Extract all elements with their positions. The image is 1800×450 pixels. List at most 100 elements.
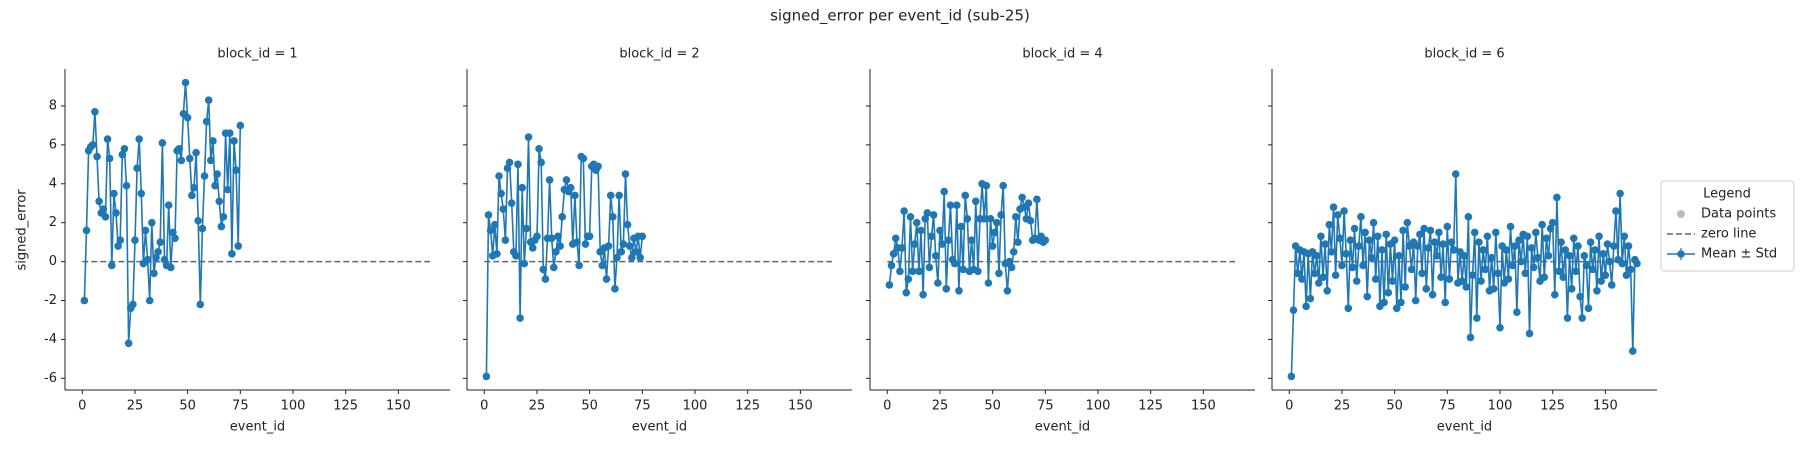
data-marker <box>940 187 948 196</box>
data-marker <box>171 234 179 243</box>
data-marker <box>1359 261 1367 270</box>
data-marker <box>1569 234 1578 243</box>
data-marker <box>160 255 169 264</box>
data-marker <box>1390 236 1399 244</box>
data-marker <box>1342 250 1350 258</box>
data-marker <box>967 236 976 244</box>
data-marker <box>1395 251 1403 260</box>
x-tick-label: 0 <box>1285 399 1293 414</box>
data-marker <box>1584 304 1593 313</box>
data-marker <box>192 148 200 157</box>
data-marker <box>497 189 505 198</box>
data-marker <box>971 197 980 206</box>
data-marker <box>512 251 520 260</box>
data-marker <box>944 236 953 244</box>
x-tick-label: 75 <box>1439 399 1456 414</box>
data-marker <box>615 191 623 200</box>
data-marker <box>89 141 97 149</box>
data-marker <box>566 183 575 192</box>
data-marker <box>1544 251 1553 260</box>
facet-title: block_id = 6 <box>1424 47 1504 62</box>
data-marker <box>1464 213 1473 221</box>
data-marker <box>1565 251 1574 260</box>
data-marker <box>613 253 621 262</box>
data-marker <box>974 267 982 276</box>
legend-swatch <box>1677 210 1685 218</box>
data-marker <box>537 158 545 167</box>
x-tick-label: 100 <box>1086 399 1111 414</box>
legend-label: Mean ± Std <box>1701 247 1777 262</box>
data-marker <box>135 135 143 143</box>
data-marker <box>1546 224 1555 233</box>
data-marker <box>1481 265 1490 274</box>
legend-label: zero line <box>1701 227 1756 242</box>
data-marker <box>1329 203 1338 211</box>
data-marker <box>942 285 951 293</box>
data-marker <box>120 144 129 153</box>
x-tick-label: 25 <box>529 399 546 414</box>
data-marker <box>1441 298 1450 307</box>
data-marker <box>190 183 198 192</box>
data-marker <box>200 172 209 180</box>
data-marker <box>581 240 590 248</box>
data-marker <box>1597 277 1605 285</box>
data-marker <box>1451 170 1460 178</box>
data-marker <box>1540 273 1549 281</box>
data-marker <box>885 281 894 289</box>
data-marker <box>1338 261 1346 270</box>
data-marker <box>1435 228 1443 237</box>
y-tick-label: 6 <box>49 137 57 152</box>
data-marker <box>103 135 112 143</box>
data-marker <box>1532 228 1540 237</box>
data-marker <box>619 240 628 248</box>
data-marker <box>1367 253 1376 262</box>
data-marker <box>912 218 921 227</box>
data-marker <box>501 236 510 244</box>
data-marker <box>1508 261 1517 270</box>
data-marker <box>632 248 640 256</box>
x-tick-label: 0 <box>883 399 891 414</box>
data-marker <box>95 197 103 206</box>
data-marker <box>1014 238 1022 246</box>
data-marker <box>1599 250 1608 258</box>
data-marker <box>1610 242 1618 250</box>
data-marker <box>143 255 152 264</box>
data-marker <box>1487 253 1496 262</box>
data-line <box>83 82 242 344</box>
data-marker <box>505 158 514 167</box>
data-marker <box>528 244 537 252</box>
data-marker <box>1447 238 1456 246</box>
data-marker <box>554 232 562 241</box>
data-marker <box>520 259 529 268</box>
data-marker <box>211 181 219 190</box>
data-marker <box>486 226 495 235</box>
data-marker <box>638 232 647 241</box>
data-marker <box>575 261 583 270</box>
data-marker <box>158 139 167 147</box>
data-marker <box>1460 251 1468 260</box>
data-marker <box>535 144 543 153</box>
data-marker <box>1357 213 1365 221</box>
data-marker <box>917 226 925 235</box>
data-marker <box>963 215 972 223</box>
data-marker <box>627 253 636 262</box>
data-marker <box>1317 232 1325 241</box>
x-tick-label: 50 <box>581 399 598 414</box>
data-marker <box>1462 283 1471 291</box>
data-marker <box>1622 271 1631 280</box>
data-marker <box>1331 271 1340 280</box>
x-tick-label: 150 <box>386 399 411 414</box>
data-marker <box>904 275 913 283</box>
data-marker <box>150 269 158 278</box>
y-tick-label: 0 <box>49 254 57 269</box>
data-marker <box>80 296 89 305</box>
data-marker <box>606 191 615 200</box>
data-marker <box>908 267 917 276</box>
data-marker <box>141 226 150 235</box>
data-marker <box>1306 294 1315 303</box>
data-marker <box>1333 211 1342 219</box>
data-marker <box>957 222 965 231</box>
data-marker <box>156 238 165 246</box>
data-marker <box>93 152 101 161</box>
data-marker <box>539 265 548 274</box>
